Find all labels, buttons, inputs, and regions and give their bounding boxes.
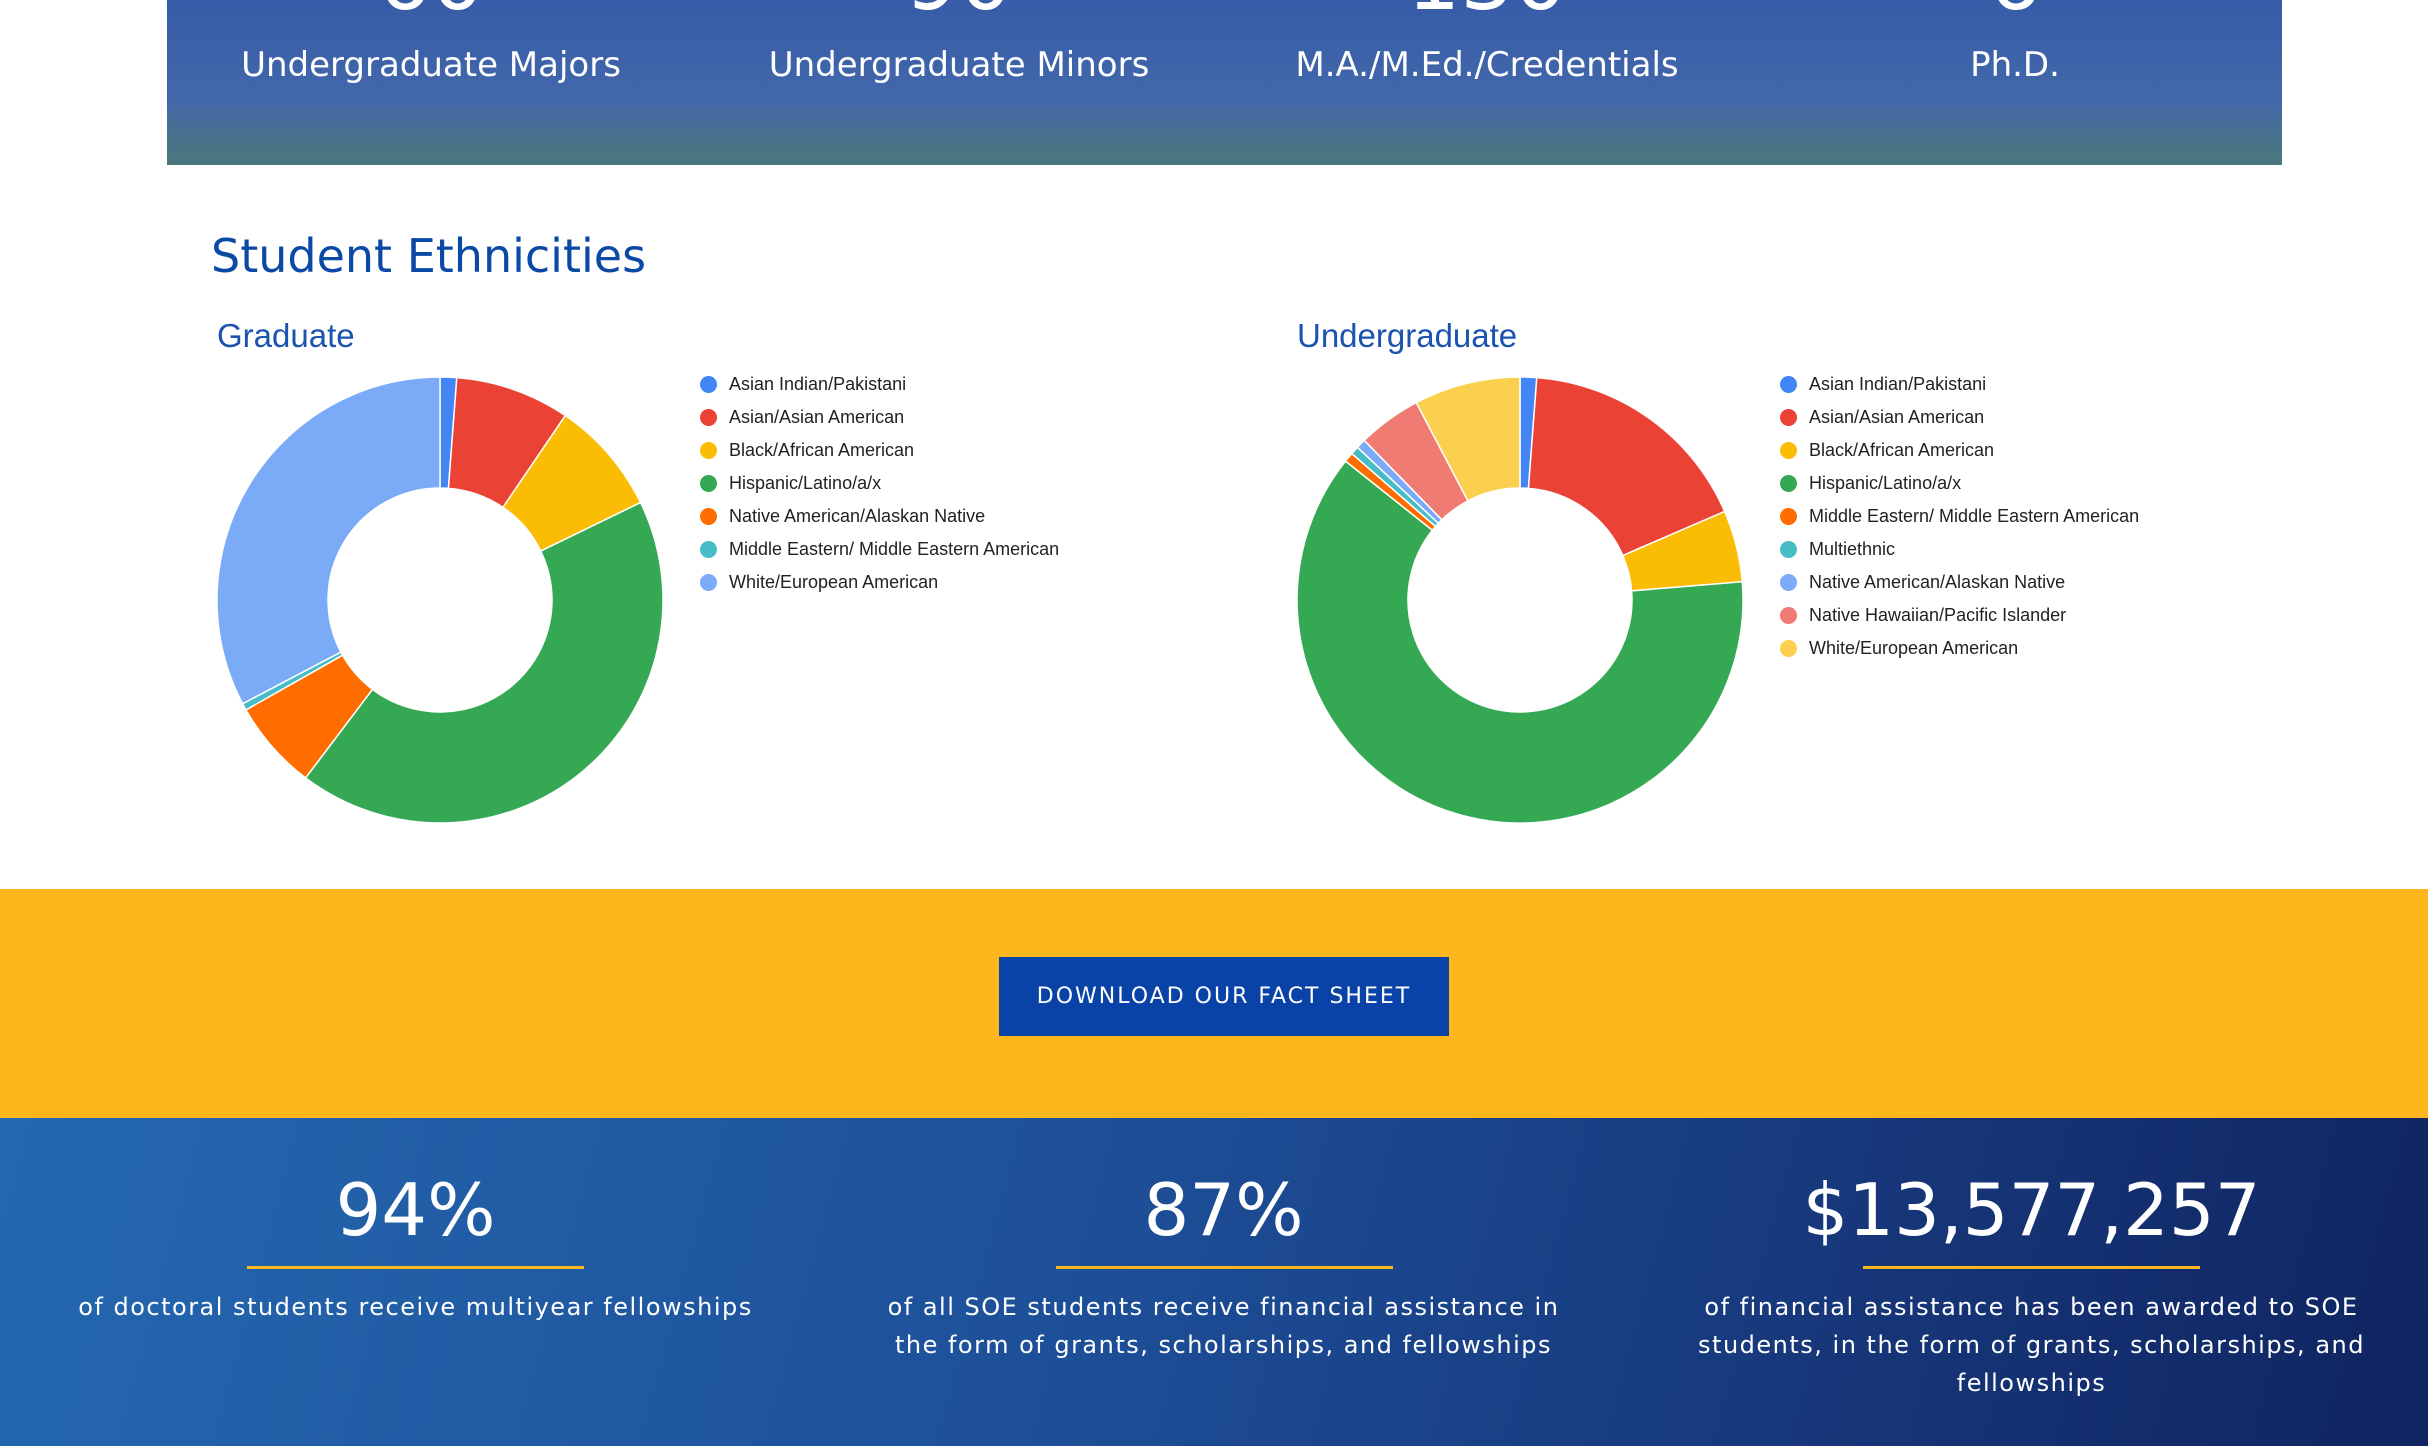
legend-label: Native American/Alaskan Native: [729, 506, 986, 526]
legend-label: Asian Indian/Pakistani: [1809, 374, 1987, 394]
stat-label: Undergraduate Minors: [768, 45, 1150, 85]
legend-swatch: [1780, 376, 1797, 393]
undergraduate-donut-chart: [1296, 376, 1744, 824]
legend-item-black-african-american: Black/African American: [1780, 434, 2139, 467]
graduate-legend: Asian Indian/Pakistani Asian/Asian Americ…: [700, 368, 1059, 599]
legend-swatch: [700, 475, 717, 492]
fact-figure: 94%: [335, 1168, 496, 1252]
chart-title: Graduate: [217, 317, 355, 354]
stat-label: Ph.D.: [1970, 45, 2060, 85]
legend-item-white-european-american: White/European American: [700, 566, 1059, 599]
download-fact-sheet-button[interactable]: DOWNLOAD OUR FACT SHEET: [999, 957, 1449, 1036]
legend-label: Hispanic/Latino/a/x: [1809, 473, 1962, 493]
stat-number: 60: [167, 0, 695, 22]
legend-swatch: [700, 541, 717, 558]
slice-hispanic-latino-a-x: [304, 501, 664, 824]
hero-stats-banner: 60 Undergraduate Majors 90 Undergraduate…: [167, 0, 2282, 165]
fact-divider: [1863, 1266, 2200, 1269]
legend-label: Black/African American: [1809, 440, 1995, 460]
legend-label: Native American/Alaskan Native: [1809, 572, 2066, 592]
legend-label: Native Hawaiian/Pacific Islander: [1809, 605, 2067, 625]
legend-label: Multiethnic: [1809, 539, 1896, 559]
undergraduate-chart: Undergraduate Asian Indian/Pakistani Asia…: [1290, 310, 2190, 830]
legend-item-asian-asian-american: Asian/Asian American: [1780, 401, 2139, 434]
fact-divider: [1056, 1266, 1393, 1269]
legend-swatch: [700, 409, 717, 426]
fact-description: of financial assistance has been awarded…: [1698, 1293, 2365, 1397]
legend-item-native-american-alaskan-native: Native American/Alaskan Native: [1780, 566, 2139, 599]
legend-label: Black/African American: [729, 440, 915, 460]
legend-item-white-european-american: White/European American: [1780, 632, 2139, 665]
legend-swatch: [1780, 508, 1797, 525]
legend-label: Middle Eastern/ Middle Eastern American: [729, 539, 1060, 559]
slice-white-european-american: [1415, 376, 1521, 502]
legend-swatch: [700, 574, 717, 591]
legend-item-asian-asian-american: Asian/Asian American: [700, 401, 1059, 434]
stat-number: 130: [1223, 0, 1751, 22]
legend-swatch: [1780, 574, 1797, 591]
slice-hispanic-latino-a-x: [1296, 460, 1744, 824]
legend-label: Asian/Asian American: [1809, 407, 1985, 427]
legend-item-middle-eastern-middle-eastern-american: Middle Eastern/ Middle Eastern American: [1780, 500, 2139, 533]
legend-swatch: [1780, 541, 1797, 558]
legend-label: White/European American: [1809, 638, 2019, 658]
section-title: Student Ethnicities: [211, 229, 647, 283]
chart-title: Undergraduate: [1297, 317, 1518, 354]
undergraduate-legend: Asian Indian/Pakistani Asian/Asian Americ…: [1780, 368, 2139, 665]
slice-white-european-american: [216, 376, 441, 705]
stat-number: 90: [695, 0, 1223, 22]
legend-item-black-african-american: Black/African American: [700, 434, 1059, 467]
graduate-donut-chart: [216, 376, 664, 824]
legend-item-native-hawaiian-pacific-islander: Native Hawaiian/Pacific Islander: [1780, 599, 2139, 632]
legend-label: Asian Indian/Pakistani: [729, 374, 907, 394]
legend-swatch: [1780, 607, 1797, 624]
fact-description: of all SOE students receive financial as…: [887, 1293, 1560, 1359]
legend-swatch: [1780, 640, 1797, 657]
legend-swatch: [700, 442, 717, 459]
fact-divider: [247, 1266, 584, 1269]
legend-swatch: [1780, 442, 1797, 459]
legend-item-asian-indian-pakistani: Asian Indian/Pakistani: [1780, 368, 2139, 401]
legend-item-hispanic-latino-a-x: Hispanic/Latino/a/x: [1780, 467, 2139, 500]
legend-item-hispanic-latino-a-x: Hispanic/Latino/a/x: [700, 467, 1059, 500]
fact-figure: 87%: [1143, 1168, 1304, 1252]
stat-label: M.A./M.Ed./Credentials: [1295, 45, 1679, 85]
legend-item-native-american-alaskan-native: Native American/Alaskan Native: [700, 500, 1059, 533]
stat-label: Undergraduate Majors: [241, 45, 621, 85]
legend-swatch: [1780, 409, 1797, 426]
stat-number: 6: [1751, 0, 2279, 22]
fact-description: of doctoral students receive multiyear f…: [78, 1293, 753, 1321]
legend-item-asian-indian-pakistani: Asian Indian/Pakistani: [700, 368, 1059, 401]
graduate-chart: Graduate Asian Indian/Pakistani Asian/Asi…: [210, 310, 1090, 830]
fact-figure: $13,577,257: [1802, 1168, 2261, 1252]
legend-label: Asian/Asian American: [729, 407, 905, 427]
legend-swatch: [1780, 475, 1797, 492]
legend-swatch: [700, 376, 717, 393]
legend-item-multiethnic: Multiethnic: [1780, 533, 2139, 566]
legend-item-middle-eastern-middle-eastern-american: Middle Eastern/ Middle Eastern American: [700, 533, 1059, 566]
legend-label: Hispanic/Latino/a/x: [729, 473, 882, 493]
legend-swatch: [700, 508, 717, 525]
legend-label: White/European American: [729, 572, 939, 592]
financial-facts-band: 94% of doctoral students receive multiye…: [0, 1118, 2428, 1446]
legend-label: Middle Eastern/ Middle Eastern American: [1809, 506, 2140, 526]
slice-asian-asian-american: [1527, 376, 1726, 557]
